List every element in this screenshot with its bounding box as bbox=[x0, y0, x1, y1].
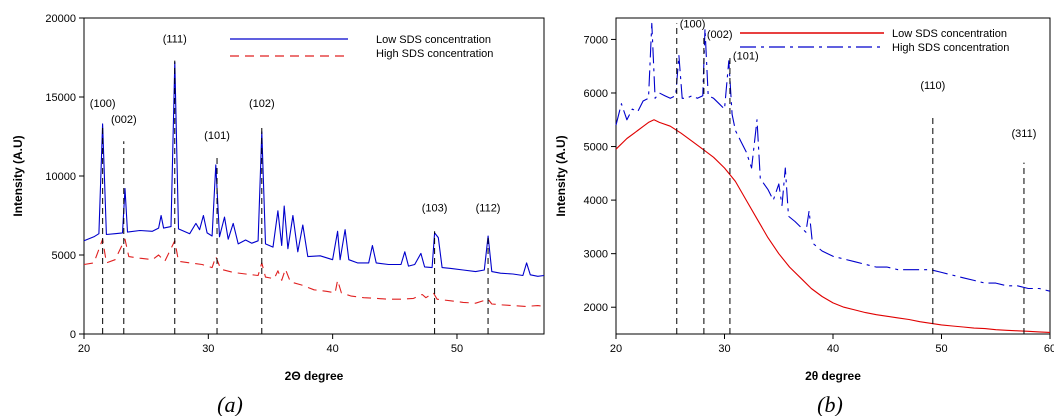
x-tick-label: 60 bbox=[1044, 343, 1054, 355]
y-tick-label: 4000 bbox=[584, 195, 608, 207]
x-tick-label: 20 bbox=[610, 343, 622, 355]
series-line-low-sds bbox=[83, 61, 545, 277]
y-tick-label: 20000 bbox=[45, 13, 76, 25]
x-tick-label: 50 bbox=[935, 343, 947, 355]
peak-label: (311) bbox=[1012, 128, 1037, 140]
y-tick-label: 0 bbox=[70, 329, 76, 341]
legend-label-low-sds-a: Low SDS concentration bbox=[376, 34, 491, 46]
peak-label: (101) bbox=[204, 130, 230, 142]
peak-label: (112) bbox=[476, 203, 501, 215]
plot-area-a bbox=[83, 17, 545, 335]
legend-label-high-sds-b: High SDS concentration bbox=[892, 42, 1009, 54]
series-line-low-sds bbox=[615, 119, 1051, 333]
y-axis-title-b: Intensity (A.U) bbox=[554, 135, 568, 216]
y-tick-label: 3000 bbox=[584, 249, 608, 261]
legend-a: Low SDS concentration High SDS concentra… bbox=[230, 34, 493, 60]
y-tick-label: 7000 bbox=[584, 34, 608, 46]
peak-label: (102) bbox=[249, 98, 275, 110]
legend-label-high-sds-a: High SDS concentration bbox=[376, 48, 493, 60]
y-tick-label: 5000 bbox=[52, 250, 76, 262]
peak-label: (100) bbox=[680, 18, 706, 30]
peak-label: (101) bbox=[733, 50, 759, 62]
series-group-a bbox=[83, 61, 545, 307]
chart-panel-b: 2000 3000 4000 5000 6000 7000 20 30 40 50 60 (100… bbox=[554, 17, 1054, 416]
peak-label: (110) bbox=[920, 80, 945, 92]
y-axis-title-a: Intensity (A.U) bbox=[11, 135, 25, 216]
y-axis-ticks-a: 0 5000 10000 15000 20000 bbox=[45, 13, 84, 341]
x-tick-label: 40 bbox=[827, 343, 839, 355]
chart-panel-a: 0 5000 10000 15000 20000 20 30 40 50 (100) (002)… bbox=[11, 13, 545, 416]
legend-b: Low SDS concentration High SDS concentra… bbox=[740, 28, 1009, 54]
x-axis-ticks-a: 20 30 40 50 bbox=[78, 334, 463, 355]
series-line-high-sds bbox=[83, 238, 545, 307]
peak-markers-b: (100)(002)(101) (110) (311) bbox=[676, 18, 1037, 334]
y-tick-label: 15000 bbox=[45, 92, 76, 104]
peak-markers-a: (100) (002) (111) (101) (102) (103) (112) bbox=[90, 33, 501, 334]
y-tick-label: 6000 bbox=[584, 88, 608, 100]
x-tick-label: 30 bbox=[202, 343, 214, 355]
x-axis-ticks-b: 20 30 40 50 60 bbox=[610, 334, 1054, 355]
y-tick-label: 10000 bbox=[45, 171, 76, 183]
legend-label-low-sds-b: Low SDS concentration bbox=[892, 28, 1007, 40]
y-tick-label: 2000 bbox=[584, 302, 608, 314]
x-tick-label: 40 bbox=[327, 343, 339, 355]
peak-label: (002) bbox=[707, 29, 733, 41]
x-axis-title-b: 2θ degree bbox=[805, 369, 861, 383]
peak-label: (002) bbox=[111, 114, 137, 126]
series-line-high-sds bbox=[615, 22, 1051, 292]
peak-label: (100) bbox=[90, 98, 116, 110]
caption-b: (b) bbox=[817, 392, 843, 416]
x-tick-label: 30 bbox=[718, 343, 730, 355]
series-group-b bbox=[615, 22, 1051, 333]
y-tick-label: 5000 bbox=[584, 142, 608, 154]
x-tick-label: 50 bbox=[451, 343, 463, 355]
y-axis-ticks-b: 2000 3000 4000 5000 6000 7000 bbox=[584, 34, 616, 314]
plot-area-b bbox=[615, 17, 1051, 335]
peak-label: (103) bbox=[422, 203, 448, 215]
peak-label: (111) bbox=[163, 33, 187, 45]
caption-a: (a) bbox=[217, 392, 243, 416]
x-axis-title-a: 2Θ degree bbox=[285, 369, 344, 383]
x-tick-label: 20 bbox=[78, 343, 90, 355]
